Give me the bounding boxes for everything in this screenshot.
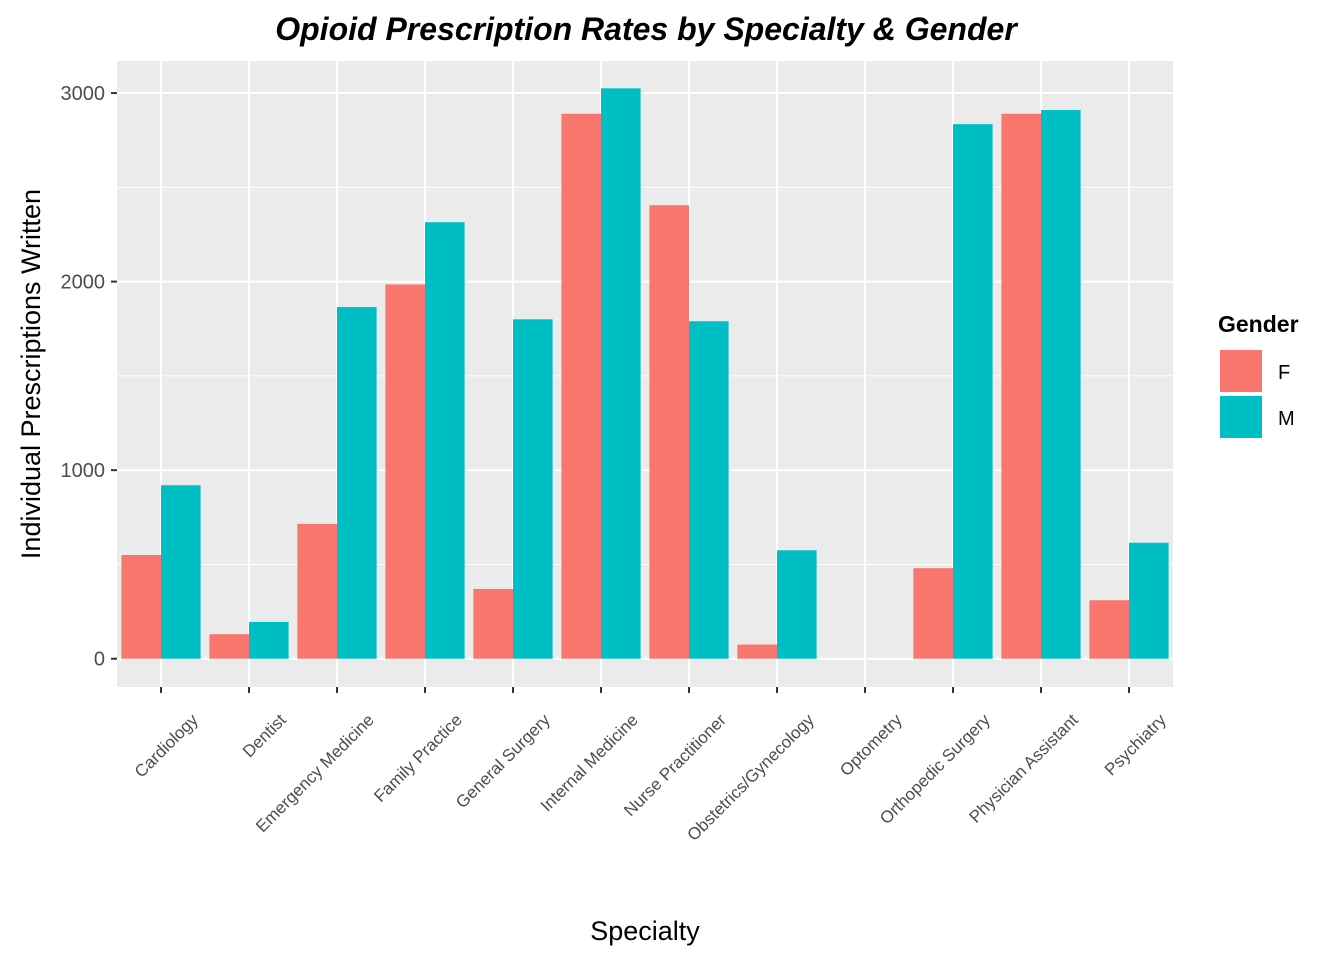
bar-F-family-practice bbox=[385, 284, 425, 659]
legend-title: Gender bbox=[1218, 311, 1299, 337]
bar-F-internal-medicine bbox=[561, 113, 601, 659]
bars bbox=[121, 88, 1169, 659]
y-tick-label: 2000 bbox=[61, 272, 106, 294]
x-axis-title: Specialty bbox=[590, 916, 700, 946]
bar-M-physician-assistant bbox=[1041, 110, 1081, 659]
bar-M-psychiatry bbox=[1129, 542, 1169, 659]
plot-panel bbox=[117, 61, 1173, 687]
bar-M-obstetrics-gynecology bbox=[777, 550, 817, 659]
bar-F-emergency-medicine bbox=[297, 523, 337, 659]
legend-key-F bbox=[1220, 350, 1262, 392]
x-tick-label: Family Practice bbox=[370, 710, 466, 806]
bar-F-dentist bbox=[209, 634, 249, 659]
bar-M-orthopedic-surgery bbox=[953, 124, 993, 659]
bar-F-obstetrics-gynecology bbox=[737, 644, 777, 659]
y-axis-title: Individual Prescriptions Written bbox=[16, 189, 46, 559]
bar-F-physician-assistant bbox=[1001, 113, 1041, 659]
x-tick-label: Cardiology bbox=[131, 710, 202, 781]
bar-M-dentist bbox=[249, 621, 289, 659]
x-tick-label: Psychiatry bbox=[1101, 710, 1170, 779]
bar-M-nurse-practitioner bbox=[689, 321, 729, 659]
legend-key-M bbox=[1220, 396, 1262, 438]
bar-M-family-practice bbox=[425, 222, 465, 659]
bar-M-emergency-medicine bbox=[337, 307, 377, 659]
y-tick-label: 1000 bbox=[61, 460, 106, 482]
bar-M-general-surgery bbox=[513, 319, 553, 659]
bar-M-internal-medicine bbox=[601, 88, 641, 659]
x-tick-label: Dentist bbox=[239, 710, 290, 761]
y-tick-label: 0 bbox=[94, 649, 105, 671]
bar-F-orthopedic-surgery bbox=[913, 568, 953, 659]
legend-label-F: F bbox=[1278, 362, 1290, 384]
legend: Gender F M bbox=[1218, 311, 1299, 438]
bar-M-cardiology bbox=[161, 485, 201, 659]
chart-title: Opioid Prescription Rates by Specialty &… bbox=[275, 11, 1018, 47]
y-tick-label: 3000 bbox=[61, 83, 106, 105]
x-tick-label: Optometry bbox=[836, 710, 906, 780]
bar-F-nurse-practitioner bbox=[649, 205, 689, 659]
x-tick-label: General Surgery bbox=[452, 710, 554, 812]
bar-F-psychiatry bbox=[1089, 600, 1129, 659]
legend-label-M: M bbox=[1278, 408, 1295, 430]
bar-F-general-surgery bbox=[473, 588, 513, 659]
bar-F-cardiology bbox=[121, 555, 161, 659]
